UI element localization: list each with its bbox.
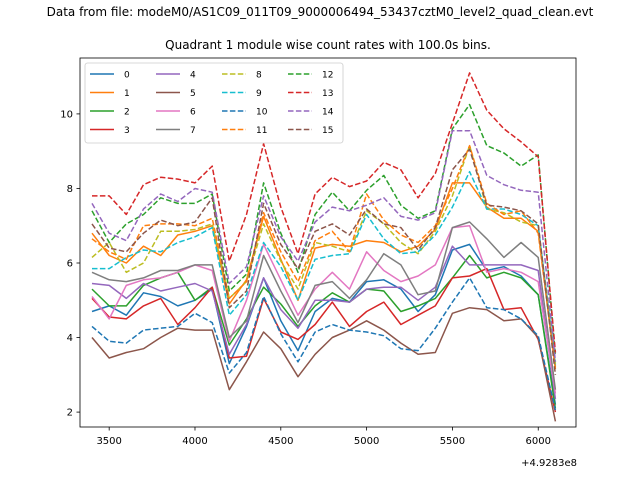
legend-label-11: 11 (256, 126, 267, 136)
axes-frame (79, 57, 577, 428)
legend-label-15: 15 (322, 126, 333, 136)
y-tick-label: 4 (67, 333, 73, 344)
x-tick-label: 6000 (526, 436, 551, 447)
legend-label-7: 7 (190, 126, 196, 136)
legend-label-10: 10 (256, 107, 268, 117)
x-axis-offset-label: +4.9283e8 (521, 458, 577, 469)
x-tick-label: 5500 (440, 436, 465, 447)
x-tick-label: 5000 (354, 436, 379, 447)
series-line-10 (91, 277, 557, 411)
y-tick-label: 8 (67, 184, 73, 195)
y-tick-label: 10 (60, 110, 73, 121)
y-tick-label: 2 (67, 408, 73, 419)
series-line-8 (91, 144, 557, 364)
legend-label-6: 6 (190, 107, 196, 117)
series-line-5 (91, 306, 557, 422)
legend-label-8: 8 (256, 70, 262, 80)
series-layer (91, 72, 557, 422)
series-line-12 (91, 103, 557, 357)
series-line-9 (92, 170, 557, 366)
series-line-1 (91, 182, 557, 368)
legend-label-1: 1 (124, 89, 130, 99)
legend-label-5: 5 (190, 89, 196, 99)
series-line-11 (91, 144, 557, 370)
x-tick-label: 4500 (268, 436, 293, 447)
series-line-4 (91, 245, 557, 400)
series-line-7 (91, 221, 557, 390)
chart-title: Quadrant 1 module wise count rates with … (165, 38, 491, 52)
series-line-13 (92, 72, 557, 353)
legend-label-9: 9 (256, 89, 262, 99)
series-line-3 (91, 267, 557, 413)
legend-label-3: 3 (124, 126, 130, 136)
legend-box (84, 62, 344, 144)
figure-suptitle: Data from file: modeM0/AS1C09_011T09_900… (47, 5, 594, 19)
series-line-0 (91, 243, 557, 405)
y-tick-label: 6 (67, 259, 73, 270)
series-line-6 (91, 224, 557, 394)
series-line-14 (91, 129, 557, 362)
legend-label-0: 0 (124, 70, 130, 80)
x-tick-label: 3500 (96, 436, 121, 447)
x-tick-label: 4000 (182, 436, 207, 447)
series-line-15 (91, 148, 557, 375)
legend-label-12: 12 (322, 70, 333, 80)
legend-label-14: 14 (322, 107, 334, 117)
legend-label-4: 4 (190, 70, 196, 80)
legend-label-2: 2 (124, 107, 130, 117)
legend-label-13: 13 (322, 89, 333, 99)
y-axis-ticks: 2 4 6 8 10 (60, 110, 80, 419)
x-axis-ticks: 3500 4000 4500 5000 5500 6000 (96, 427, 551, 447)
